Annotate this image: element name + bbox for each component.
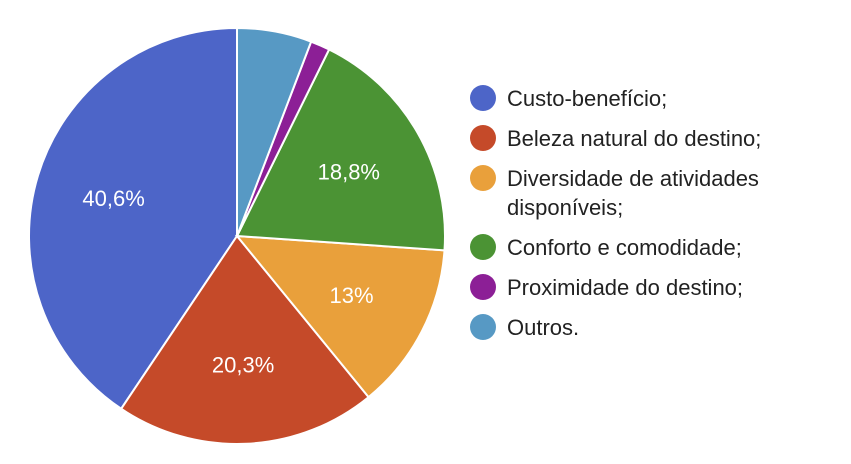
slice-value-label: 13% <box>330 283 374 308</box>
legend-item-beleza-natural[interactable]: Beleza natural do destino; <box>470 124 840 153</box>
slice-value-label: 18,8% <box>318 159 380 184</box>
legend-swatch <box>470 274 496 300</box>
pie-slice[interactable] <box>28 26 238 411</box>
legend-item-proximidade[interactable]: Proximidade do destino; <box>470 273 840 302</box>
slice-value-label: 40,6% <box>82 186 144 211</box>
legend-label: Beleza natural do destino; <box>507 126 762 151</box>
legend-swatch <box>470 165 496 191</box>
legend-label: Diversidade de atividades disponíveis; <box>507 166 759 220</box>
legend-swatch <box>470 314 496 340</box>
legend-label: Outros. <box>507 315 580 340</box>
legend-label: Conforto e comodidade; <box>507 235 742 260</box>
legend-label: Custo-benefício; <box>507 86 668 111</box>
slice-value-label: 20,3% <box>212 352 274 377</box>
legend-swatch <box>470 234 496 260</box>
pie-slice[interactable] <box>236 26 313 237</box>
legend-label: Proximidade do destino; <box>507 275 744 300</box>
legend-item-custo-beneficio[interactable]: Custo-benefício; <box>470 84 840 113</box>
legend: Custo-benefício; Beleza natural do desti… <box>470 84 840 353</box>
legend-item-diversidade[interactable]: Diversidade de atividades disponíveis; <box>470 164 840 222</box>
pie-slice[interactable] <box>119 234 370 445</box>
legend-item-conforto[interactable]: Conforto e comodidade; <box>470 233 840 262</box>
pie-slice[interactable] <box>234 234 446 399</box>
pie-slice[interactable] <box>235 48 446 252</box>
legend-item-outros[interactable]: Outros. <box>470 313 840 342</box>
legend-swatch <box>470 85 496 111</box>
legend-swatch <box>470 125 496 151</box>
